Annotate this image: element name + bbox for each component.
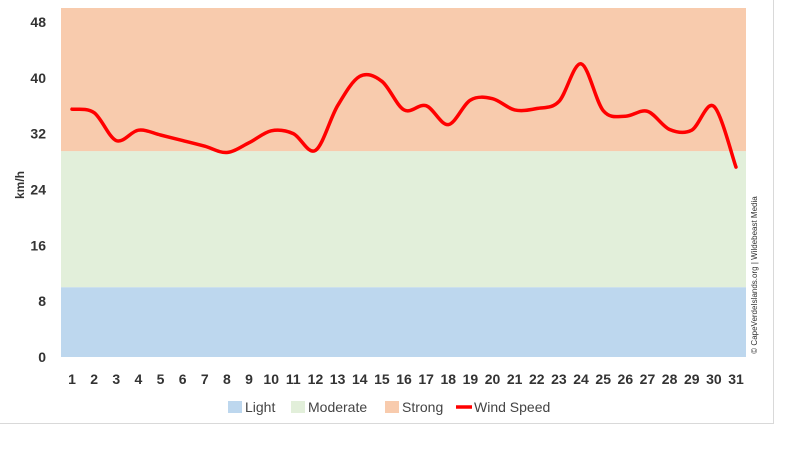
- legend-label: Light: [245, 399, 275, 415]
- x-tick-label: 28: [662, 371, 678, 387]
- series-line-wind-speed: [70, 62, 738, 169]
- y-tick-label: 40: [30, 70, 46, 86]
- legend-swatch-light: [228, 401, 242, 413]
- x-tick-label: 13: [330, 371, 346, 387]
- x-tick-label: 2: [90, 371, 98, 387]
- x-tick-label: 14: [352, 371, 368, 387]
- y-axis-label: km/h: [13, 171, 27, 199]
- x-tick-label: 4: [135, 371, 143, 387]
- x-tick-label: 5: [157, 371, 165, 387]
- x-tick-label: 27: [640, 371, 656, 387]
- legend-swatch-strong: [385, 401, 399, 413]
- x-tick-label: 6: [179, 371, 187, 387]
- x-tick-label: 20: [485, 371, 501, 387]
- band-strong: [61, 8, 746, 152]
- x-tick-label: 1: [68, 371, 76, 387]
- legend-swatch-moderate: [291, 401, 305, 413]
- legend-label: Wind Speed: [474, 399, 550, 415]
- x-tick-label: 29: [684, 371, 700, 387]
- legend-label: Strong: [402, 399, 443, 415]
- x-tick-label: 10: [263, 371, 279, 387]
- band-moderate: [61, 151, 746, 288]
- x-axis-ticks: 1 2 3 4 5 6 7 8 9 10 11 12 13 14 15 16 17 18 19 20 21 22 23 24 2…: [68, 371, 744, 387]
- x-tick-label: 19: [463, 371, 479, 387]
- x-tick-label: 8: [223, 371, 231, 387]
- x-tick-label: 24: [573, 371, 589, 387]
- y-tick-label: 32: [30, 126, 46, 142]
- x-tick-label: 12: [308, 371, 324, 387]
- x-tick-label: 16: [396, 371, 412, 387]
- y-tick-label: 24: [30, 181, 46, 197]
- x-tick-label: 22: [529, 371, 545, 387]
- x-tick-label: 25: [595, 371, 611, 387]
- x-tick-label: 3: [112, 371, 120, 387]
- x-tick-label: 26: [618, 371, 634, 387]
- legend: Light Moderate Strong Wind Speed: [228, 399, 550, 415]
- legend-label: Moderate: [308, 399, 367, 415]
- bands-group: [61, 8, 746, 357]
- series-group: [70, 62, 738, 169]
- y-tick-label: 8: [38, 293, 46, 309]
- y-axis-ticks: 0 8 16 24 32 40 48: [30, 14, 46, 365]
- x-tick-label: 23: [551, 371, 567, 387]
- y-tick-label: 48: [30, 14, 46, 30]
- x-tick-label: 15: [374, 371, 390, 387]
- credit-text: © CapeVerdeIslands.org | Wildebeast Medi…: [750, 196, 759, 354]
- x-tick-label: 9: [245, 371, 253, 387]
- x-tick-label: 18: [440, 371, 456, 387]
- band-light: [61, 287, 746, 357]
- y-tick-label: 16: [30, 237, 46, 253]
- y-tick-label: 0: [38, 349, 46, 365]
- x-tick-label: 11: [286, 371, 301, 387]
- chart-frame: [0, 0, 774, 424]
- x-tick-label: 31: [728, 371, 744, 387]
- x-tick-label: 7: [201, 371, 209, 387]
- x-tick-label: 17: [418, 371, 434, 387]
- x-tick-label: 21: [507, 371, 523, 387]
- x-tick-label: 30: [706, 371, 722, 387]
